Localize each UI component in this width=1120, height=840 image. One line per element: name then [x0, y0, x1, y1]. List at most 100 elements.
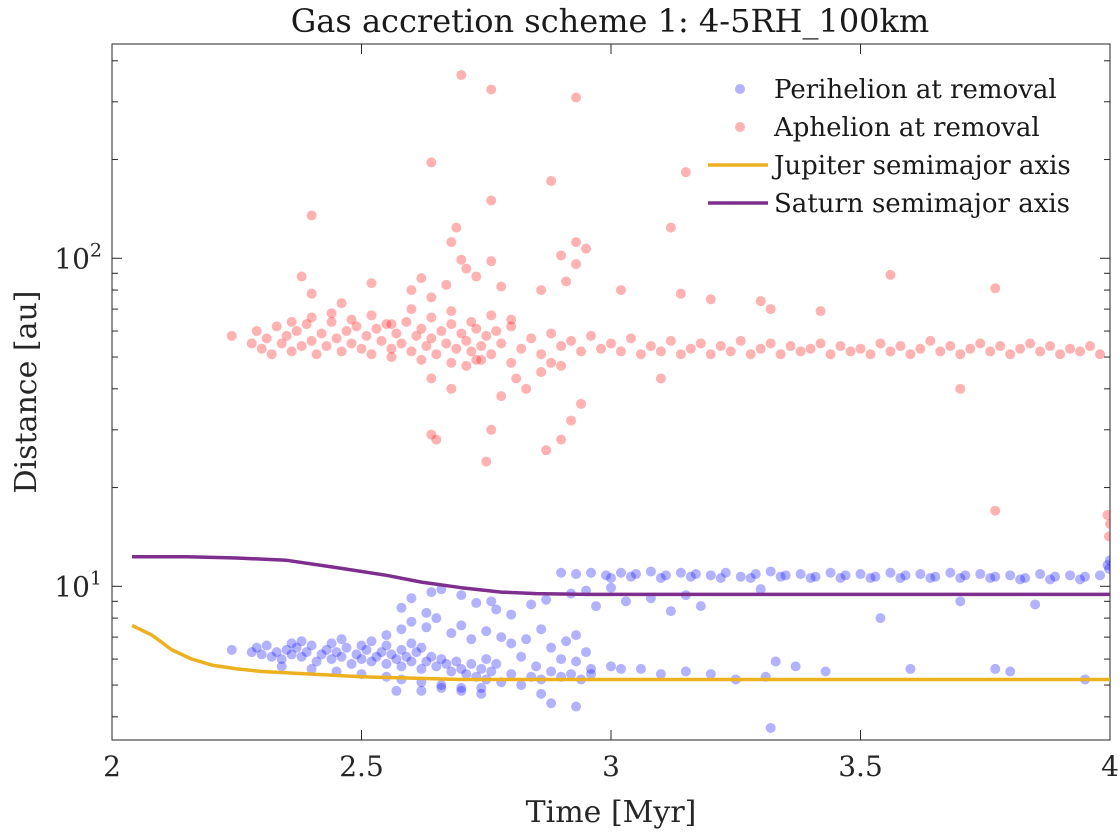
scatter-point [541, 445, 552, 456]
scatter-point [915, 343, 926, 354]
scatter-point [521, 383, 532, 394]
scatter-point [451, 343, 462, 354]
scatter-point [306, 312, 317, 323]
scatter-point [571, 701, 582, 712]
scatter-point [586, 663, 597, 674]
scatter-point [885, 269, 896, 280]
scatter-point [406, 593, 417, 604]
scatter-point [536, 285, 547, 296]
scatter-point [566, 415, 577, 426]
scatter-point [915, 569, 926, 580]
scatter-point [620, 596, 631, 607]
scatter-point [461, 263, 472, 274]
scatter-point [406, 304, 417, 315]
scatter-point [471, 323, 482, 334]
scatter-point [406, 285, 417, 296]
scatter-point [456, 620, 467, 631]
scatter-point [865, 573, 876, 584]
scatter-point [306, 663, 317, 674]
scatter-point [286, 346, 297, 357]
scatter-point [865, 349, 876, 360]
scatter-point [1085, 341, 1096, 352]
scatter-point [990, 505, 1001, 516]
scatter-point [286, 638, 297, 649]
scatter-point [326, 638, 337, 649]
scatter-series-1 [226, 70, 1110, 542]
scatter-point [456, 685, 467, 696]
scatter-point [1015, 574, 1026, 585]
scatter-point [481, 654, 492, 665]
scatter-point [645, 341, 656, 352]
scatter-point [571, 630, 582, 641]
scatter-point [536, 688, 547, 699]
scatter-point [546, 698, 557, 709]
scatter-point [576, 398, 587, 409]
scatter-point [1015, 343, 1026, 354]
legend-marker [735, 84, 745, 94]
scatter-point [546, 328, 557, 339]
scatter-point [750, 569, 761, 580]
scatter-point [326, 654, 337, 665]
scatter-point [606, 661, 616, 672]
scatter-point [780, 570, 791, 581]
scatter-point [261, 640, 272, 651]
scatter-point [426, 312, 437, 323]
scatter-point [875, 338, 886, 349]
scatter-point [496, 632, 507, 643]
scatter-point [935, 346, 946, 357]
scatter-point [905, 349, 916, 360]
scatter-point [720, 567, 731, 578]
scatter-point [416, 354, 427, 365]
scatter-point [765, 304, 776, 315]
chart-title: Gas accretion scheme 1: 4-5RH_100km [290, 2, 930, 40]
scatter-point [426, 429, 437, 440]
scatter-point [1102, 560, 1110, 571]
scatter-point [975, 338, 986, 349]
scatter-point [406, 638, 417, 649]
scatter-point [411, 330, 422, 341]
scatter-point [745, 573, 756, 584]
scatter-point [680, 167, 691, 178]
scatter-point [426, 157, 437, 168]
scatter-point [446, 383, 457, 394]
scatter-point [426, 333, 437, 344]
scatter-point [436, 654, 447, 665]
scatter-point [356, 654, 367, 665]
x-tick-label: 3.5 [838, 750, 883, 783]
scatter-point [855, 343, 866, 354]
scatter-point [985, 346, 996, 357]
scatter-point [331, 647, 342, 658]
scatter-point [456, 328, 467, 339]
plot-content [131, 70, 1110, 733]
scatter-point [306, 640, 317, 651]
scatter-point [291, 326, 302, 337]
scatter-point [276, 661, 287, 672]
scatter-point [1025, 338, 1036, 349]
x-tick-label: 2 [103, 750, 121, 783]
scatter-point [321, 644, 332, 655]
scatter-point [705, 294, 716, 305]
scatter-point [466, 316, 477, 327]
scatter-point [945, 341, 956, 352]
scatter-point [391, 685, 402, 696]
scatter-point [541, 594, 552, 605]
scatter-point [975, 569, 986, 580]
scatter-point [356, 640, 367, 651]
scatter-point [546, 666, 557, 677]
scatter-point [346, 314, 357, 325]
scatter-point [226, 330, 237, 341]
scatter-point [286, 649, 297, 660]
scatter-point [466, 634, 477, 645]
scatter-point [481, 330, 492, 341]
scatter-point [431, 613, 442, 624]
scatter-point [381, 319, 392, 330]
scatter-point [596, 343, 607, 354]
scatter-point [805, 573, 816, 584]
scatter-point [336, 346, 347, 357]
scatter-point [396, 338, 407, 349]
scatter-point [586, 567, 597, 578]
scatter-point [571, 259, 582, 270]
scatter-point [606, 573, 616, 584]
scatter-point [1102, 509, 1110, 520]
scatter-point [386, 649, 397, 660]
